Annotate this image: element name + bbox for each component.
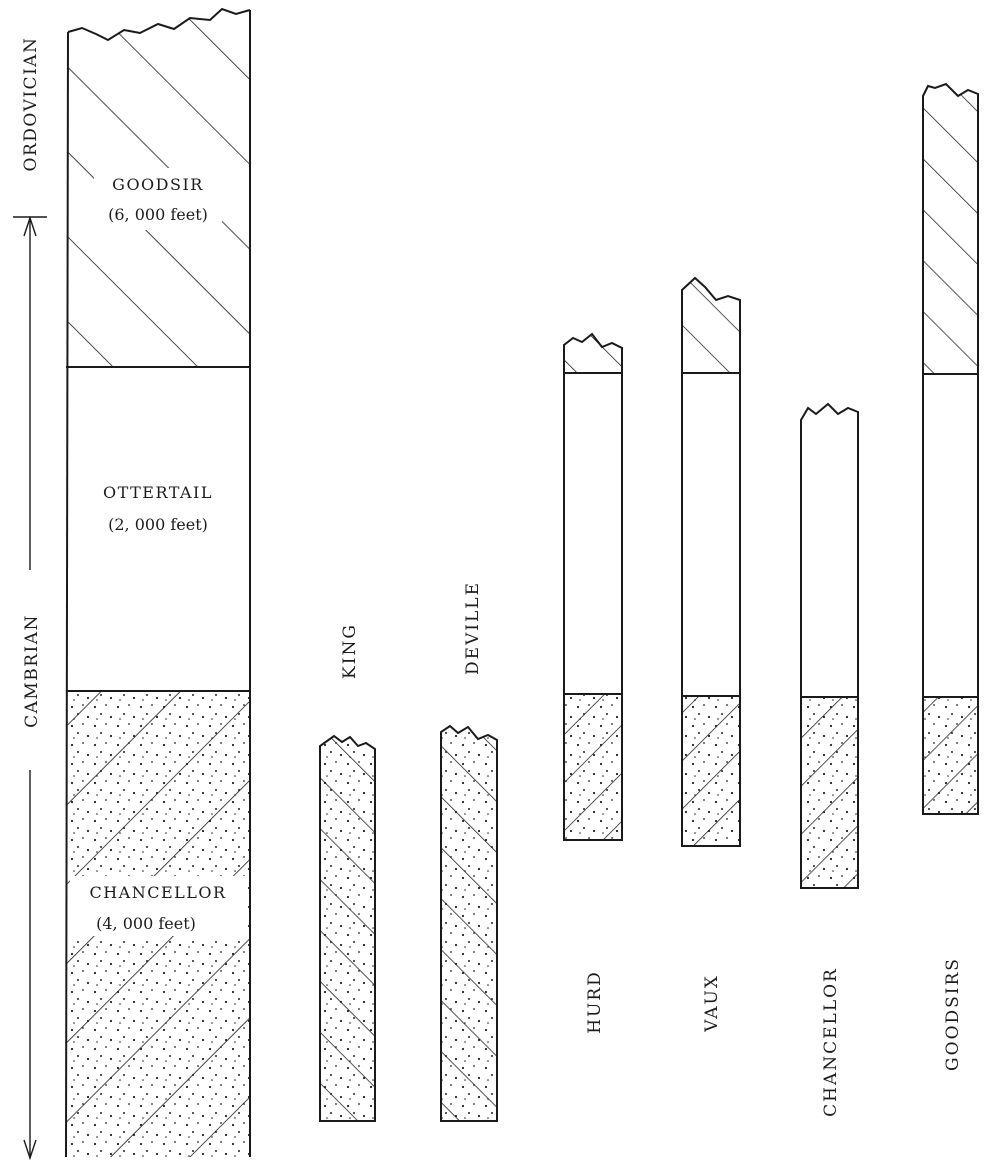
section-goodsirs: GOODSIRS (922, 82, 979, 1071)
main-column: GOODSIR (6, 000 feet) OTTERTAIL (2, 000 … (65, 7, 251, 1158)
ottertail-thickness: (2, 000 feet) (108, 515, 208, 534)
section-deville: DEVILLE (440, 581, 498, 1122)
hurd-outline (563, 332, 623, 841)
section-king: KING (319, 623, 376, 1122)
deville-outline (440, 724, 498, 1122)
vaux-dotted-unit-dots (682, 696, 740, 846)
broken-top-edge (67, 7, 251, 42)
column-left-edge (65, 31, 69, 1158)
chancellor-dotted-unit-dots (801, 697, 858, 888)
ordovician-label: ORDOVICIAN (21, 37, 41, 172)
king-outline (319, 734, 376, 1122)
goodsirs-hatch-unit (923, 84, 978, 374)
chancellor-section-label: CHANCELLOR (821, 967, 841, 1117)
hurd-dotted-unit-dots (564, 694, 622, 840)
vaux-hatch-unit (682, 278, 740, 373)
deville-dotted-unit-dots (441, 726, 497, 1121)
king-label: KING (340, 623, 360, 679)
goodsir-name: GOODSIR (112, 175, 204, 194)
ottertail-name: OTTERTAIL (103, 483, 213, 502)
goodsirs-label: GOODSIRS (943, 957, 963, 1071)
period-axis: ORDOVICIAN CAMBRIAN (13, 37, 47, 1160)
hurd-label: HURD (585, 970, 605, 1034)
vaux-label: VAUX (702, 974, 722, 1033)
cambrian-label: CAMBRIAN (22, 614, 42, 728)
section-vaux: VAUX (681, 276, 741, 1033)
goodsirs-outline (922, 82, 979, 815)
chancellor-label-bg (70, 876, 248, 936)
down-arrow-icon (23, 1139, 37, 1160)
chancellor-name: CHANCELLOR (89, 883, 226, 902)
axis-label-gap (20, 570, 40, 770)
chancellor-outline (800, 402, 859, 889)
goodsir-thickness: (6, 000 feet) (108, 205, 208, 224)
goodsirs-dotted-unit-dots (923, 697, 978, 814)
deville-label: DEVILLE (463, 581, 483, 675)
goodsir-label-bg (94, 168, 222, 230)
up-arrow-icon (23, 215, 37, 237)
vaux-outline (681, 276, 741, 847)
chancellor-thickness: (4, 000 feet) (96, 914, 196, 933)
king-dotted-unit-dots (320, 736, 375, 1121)
hurd-hatch-unit (564, 334, 622, 373)
section-hurd: HURD (563, 332, 623, 1034)
section-chancellor: CHANCELLOR (800, 402, 859, 1117)
